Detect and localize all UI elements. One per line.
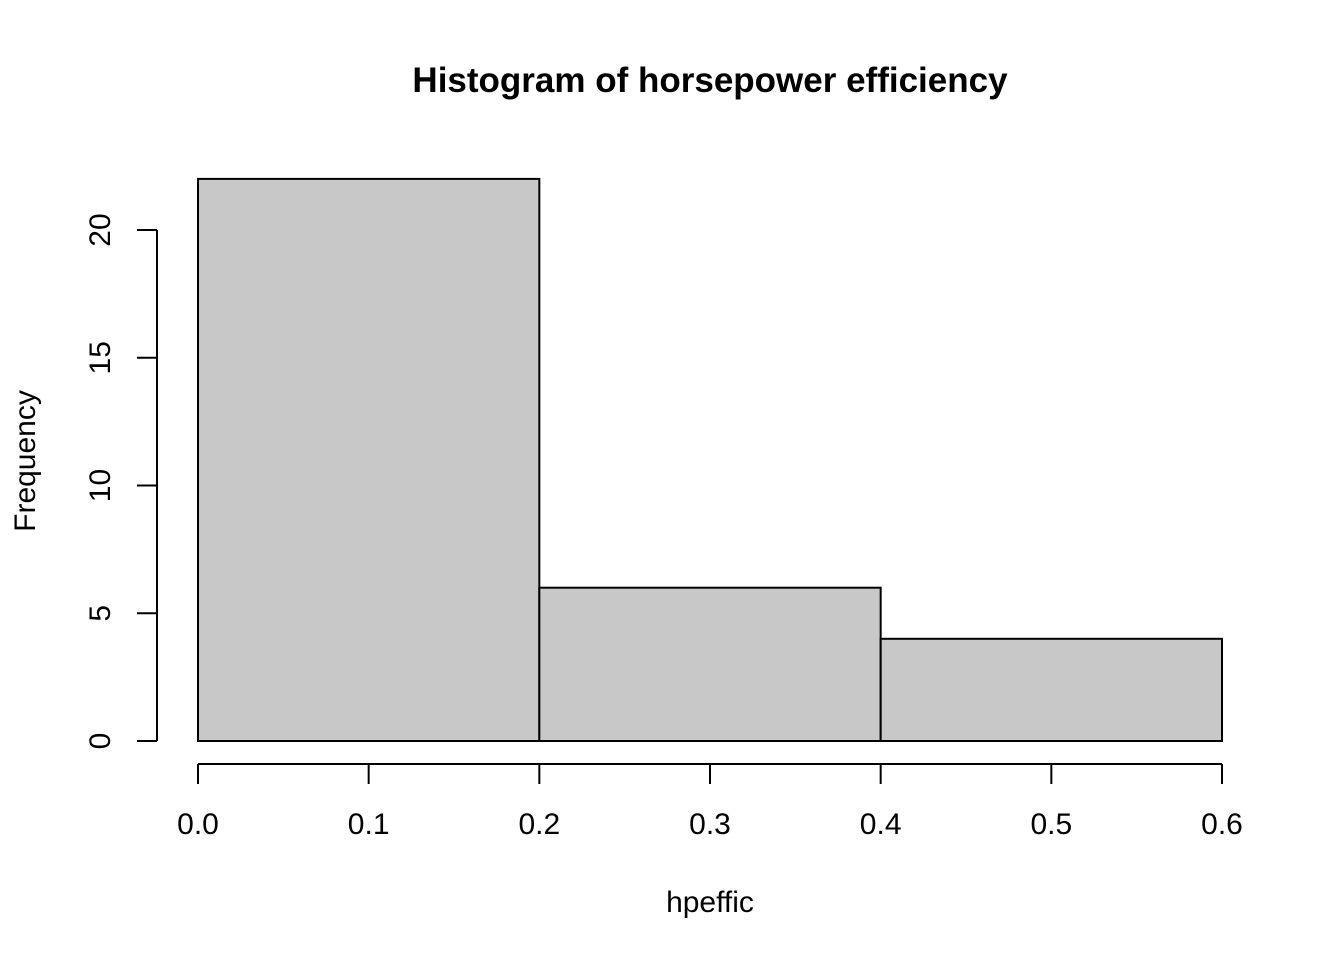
bars-group (197, 177, 1224, 743)
x-tick-label: 0.2 (518, 808, 560, 841)
y-tick-label: 20 (84, 213, 117, 246)
x-tick-label: 0.0 (177, 808, 219, 841)
histogram-bar-1 (197, 177, 541, 742)
y-tick-label: 0 (84, 733, 117, 750)
histogram-bar-2 (538, 586, 882, 743)
x-tick-label: 0.3 (689, 808, 731, 841)
x-axis-title: hpeffic (666, 886, 754, 919)
x-tick-label: 0.4 (860, 808, 902, 841)
y-tick-label: 5 (84, 605, 117, 622)
y-tick-label: 10 (84, 469, 117, 502)
x-tick-label: 0.6 (1201, 808, 1243, 841)
x-axis: 0.0 0.1 0.2 0.3 0.4 0.5 0.6 (177, 763, 1243, 841)
histogram-bar-3 (879, 637, 1224, 742)
chart-title: Histogram of horsepower efficiency (412, 61, 1008, 100)
x-tick-label: 0.1 (348, 808, 390, 841)
x-tick-label: 0.5 (1030, 808, 1072, 841)
y-tick-label: 15 (84, 341, 117, 374)
y-axis-title: Frequency (9, 390, 42, 532)
y-axis: 0 5 10 15 20 (84, 213, 158, 750)
